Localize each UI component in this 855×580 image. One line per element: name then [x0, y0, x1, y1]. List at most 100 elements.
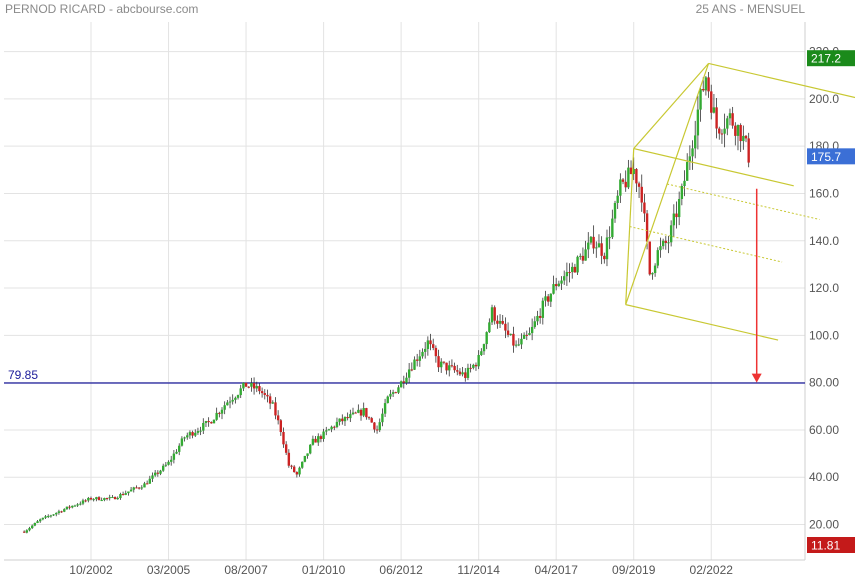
candle-body [255, 386, 258, 389]
candle-body [474, 364, 478, 367]
candle-body [234, 397, 237, 400]
candle-body [645, 213, 649, 242]
x-tick-label: 11/2014 [457, 563, 500, 577]
candle-body [367, 417, 371, 419]
candle-body [338, 418, 341, 422]
candle-body [726, 118, 729, 129]
candle-body [407, 369, 411, 378]
candle-body [450, 365, 454, 367]
candle-body [423, 348, 427, 352]
candle-body [458, 371, 462, 375]
candle-body [490, 307, 494, 323]
candle-body [656, 250, 659, 266]
candle-body [306, 453, 309, 456]
candle-body [279, 420, 283, 433]
candle-body [643, 202, 646, 214]
candle-body [581, 255, 585, 261]
candle-body [544, 296, 547, 301]
low-price-badge-bg [807, 537, 855, 553]
candle-body [309, 444, 312, 454]
candle-body [263, 393, 266, 395]
candle-body [493, 307, 496, 321]
candle-body [525, 334, 528, 336]
candle-body [68, 506, 71, 508]
candle-body [685, 161, 689, 181]
candle-body [242, 382, 245, 389]
candle-body [36, 521, 39, 523]
candle-body [683, 180, 686, 186]
candle-body [512, 333, 515, 346]
candle-body [76, 504, 79, 506]
candle-body [595, 247, 598, 249]
chart-title: PERNOD RICARD - abcbourse.com [5, 2, 199, 16]
candle-body [210, 422, 213, 424]
candle-body [731, 113, 734, 126]
candle-body [226, 402, 229, 406]
candle-body [691, 148, 694, 157]
candle-body [648, 241, 651, 275]
candle-body [322, 431, 325, 439]
candle-body [597, 243, 601, 248]
candle-body [394, 392, 397, 394]
candle-body [571, 266, 574, 273]
y-tick-label: 60.00 [809, 423, 839, 437]
candle-body [95, 497, 98, 500]
candle-body [405, 377, 408, 383]
candle-body [389, 393, 392, 397]
candle-body [696, 109, 700, 136]
candle-body [271, 402, 274, 404]
target-arrow-head [751, 373, 762, 383]
candle-body [675, 213, 678, 218]
candle-body [744, 135, 748, 139]
candle-body [437, 356, 440, 368]
candle-body [680, 185, 684, 199]
candle-body [456, 370, 459, 372]
price-badges: 217.2 175.7 11.81 [807, 50, 855, 553]
candle-body [584, 249, 587, 261]
candle-body [659, 246, 662, 251]
candle-body [587, 242, 590, 250]
candle-body [282, 432, 285, 445]
candle-body [30, 525, 34, 529]
x-tick-label: 09/2019 [612, 563, 656, 577]
candle-body [183, 437, 186, 439]
candle-body [164, 464, 168, 466]
y-tick-label: 40.00 [809, 470, 839, 484]
candle-body [239, 388, 242, 396]
candle-body [266, 394, 269, 397]
candle-body [501, 320, 504, 324]
candle-body [218, 412, 221, 414]
candle-body [301, 461, 304, 468]
candle-body [287, 452, 291, 466]
candle-body [704, 77, 708, 91]
candle-body [84, 500, 87, 502]
candle-body [49, 515, 53, 517]
candle-body [63, 509, 66, 512]
candle-body [557, 283, 561, 287]
candle-body [520, 338, 523, 345]
candle-body [212, 419, 216, 424]
reference-line-group: 79.85 [4, 368, 805, 384]
candle-body [167, 461, 170, 465]
candle-body [188, 432, 192, 436]
candle-body [199, 430, 202, 432]
candle-body [71, 505, 74, 508]
candle-body [466, 367, 470, 378]
candle-body [100, 500, 103, 502]
y-tick-label: 160.0 [809, 186, 839, 200]
candle-body [103, 498, 106, 501]
candle-body [530, 326, 534, 334]
candle-body [517, 344, 520, 346]
candle-body [108, 497, 111, 499]
candle-body [629, 167, 633, 175]
candle-body [410, 369, 414, 371]
candle-body [381, 413, 384, 423]
candle-body [343, 416, 347, 422]
candle-body [319, 436, 323, 439]
candle-body [461, 372, 464, 375]
candle-body [560, 280, 563, 284]
candle-body [415, 359, 419, 361]
candle-body [538, 315, 542, 318]
candle-body [640, 186, 643, 203]
candle-body [619, 179, 622, 196]
